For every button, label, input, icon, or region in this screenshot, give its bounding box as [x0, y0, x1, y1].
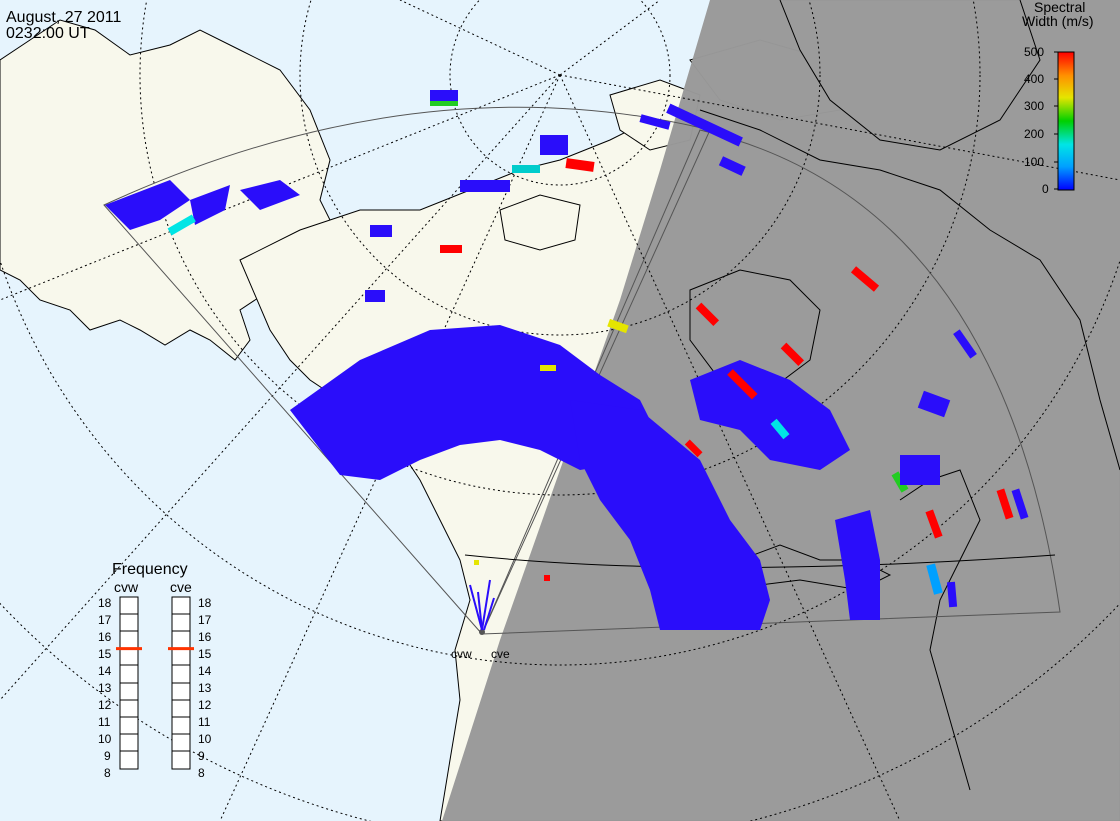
scatter-patch-4 — [565, 158, 595, 172]
scatter-patch-30 — [946, 581, 958, 608]
colorbar-tick-100: 100 — [1024, 155, 1045, 169]
scatter-patch-11 — [639, 114, 671, 130]
scatter-patch-17 — [695, 302, 720, 327]
scatter-patch-23 — [925, 509, 943, 539]
freq-tick-left-15: 15 — [98, 647, 112, 661]
scatter-patch-10 — [167, 214, 196, 236]
freq-tick-left-8: 8 — [104, 766, 111, 780]
colorbar-tick-500: 500 — [1024, 45, 1045, 59]
scatter-patch-8 — [370, 225, 392, 237]
freq-tick-right-18: 18 — [198, 596, 212, 610]
scatter-patch-2 — [430, 101, 458, 106]
plot-date: August, 27 2011 — [6, 9, 122, 26]
freq-tick-left-18: 18 — [98, 596, 112, 610]
scatter-patch-14 — [607, 318, 629, 334]
frequency-gauge-cve — [171, 596, 191, 770]
freq-tick-right-8: 8 — [198, 766, 205, 780]
freq-tick-left-9: 9 — [104, 749, 111, 763]
main-scatter-band-west — [290, 325, 660, 480]
colorbar-tick-0: 0 — [1042, 182, 1049, 196]
colorbar-tick-300: 300 — [1024, 99, 1045, 113]
scatter-patch-12 — [666, 103, 743, 147]
freq-tick-right-9: 9 — [198, 749, 205, 763]
scatter-patch-15 — [540, 365, 556, 371]
scatter-patch-20 — [684, 439, 703, 458]
frequency-radar-label-cve: cve — [170, 579, 192, 595]
scatter-patch-1 — [430, 90, 458, 102]
freq-tick-right-11: 11 — [198, 715, 211, 729]
freq-tick-left-13: 13 — [98, 681, 112, 695]
colorbar-title-line1: Spectral — [1034, 0, 1086, 15]
scatter-cluster-south — [835, 510, 880, 620]
scatter-patch-18 — [780, 342, 805, 367]
scatter-patch-16 — [850, 266, 880, 292]
colorbar-scale — [1057, 51, 1075, 191]
colorbar-tick-400: 400 — [1024, 72, 1045, 86]
scatter-patch-31 — [544, 575, 550, 581]
colorbar-title-line2: Width (m/s) — [1022, 13, 1094, 29]
scatter-patch-26 — [926, 563, 943, 595]
scatter-patch-32 — [474, 560, 479, 565]
scatter-patch-13 — [718, 156, 746, 176]
colorbar-tick-marks — [1054, 51, 1058, 190]
frequency-gauge-cvw — [119, 596, 139, 770]
backscatter-data — [105, 90, 1029, 630]
scatter-patch-9 — [365, 290, 385, 302]
plot-time: 0232:00 UT — [6, 25, 90, 42]
scatter-patch-6 — [460, 180, 510, 192]
freq-tick-left-17: 17 — [98, 613, 112, 627]
frequency-panel-title: Frequency — [112, 561, 188, 578]
scatter-patch-21 — [770, 418, 790, 440]
radar-site-label-cve: cve — [491, 647, 510, 661]
arctic-island-2 — [499, 194, 581, 251]
freq-tick-left-16: 16 — [98, 630, 112, 644]
radar-site-marker — [479, 629, 485, 635]
freq-tick-left-10: 10 — [98, 732, 112, 746]
freq-tick-right-16: 16 — [198, 630, 212, 644]
freq-tick-right-17: 17 — [198, 613, 212, 627]
main-scatter-band-east — [570, 400, 770, 630]
scatter-arc-north — [105, 180, 300, 230]
scatter-cluster-hudson — [690, 360, 850, 470]
frequency-radar-label-cvw: cvw — [114, 579, 139, 595]
freq-tick-right-14: 14 — [198, 664, 212, 678]
scatter-patch-29 — [900, 455, 940, 485]
scatter-patch-3 — [540, 135, 568, 155]
freq-tick-right-12: 12 — [198, 698, 212, 712]
freq-tick-left-11: 11 — [98, 715, 111, 729]
freq-tick-right-13: 13 — [198, 681, 212, 695]
radar-site-label-cvw: cvw — [451, 647, 472, 661]
freq-tick-right-10: 10 — [198, 732, 212, 746]
scatter-patch-19 — [727, 369, 758, 400]
scatter-patch-28 — [917, 390, 951, 418]
freq-tick-right-15: 15 — [198, 647, 212, 661]
scatter-patch-27 — [953, 329, 977, 359]
scatter-patch-5 — [512, 165, 540, 173]
freq-tick-left-14: 14 — [98, 664, 112, 678]
scatter-patch-25 — [1011, 488, 1029, 520]
scatter-patch-24 — [996, 488, 1014, 520]
freq-tick-left-12: 12 — [98, 698, 112, 712]
scatter-patch-7 — [440, 245, 462, 253]
colorbar-tick-200: 200 — [1024, 127, 1045, 141]
radar-beam-lines — [469, 579, 495, 631]
